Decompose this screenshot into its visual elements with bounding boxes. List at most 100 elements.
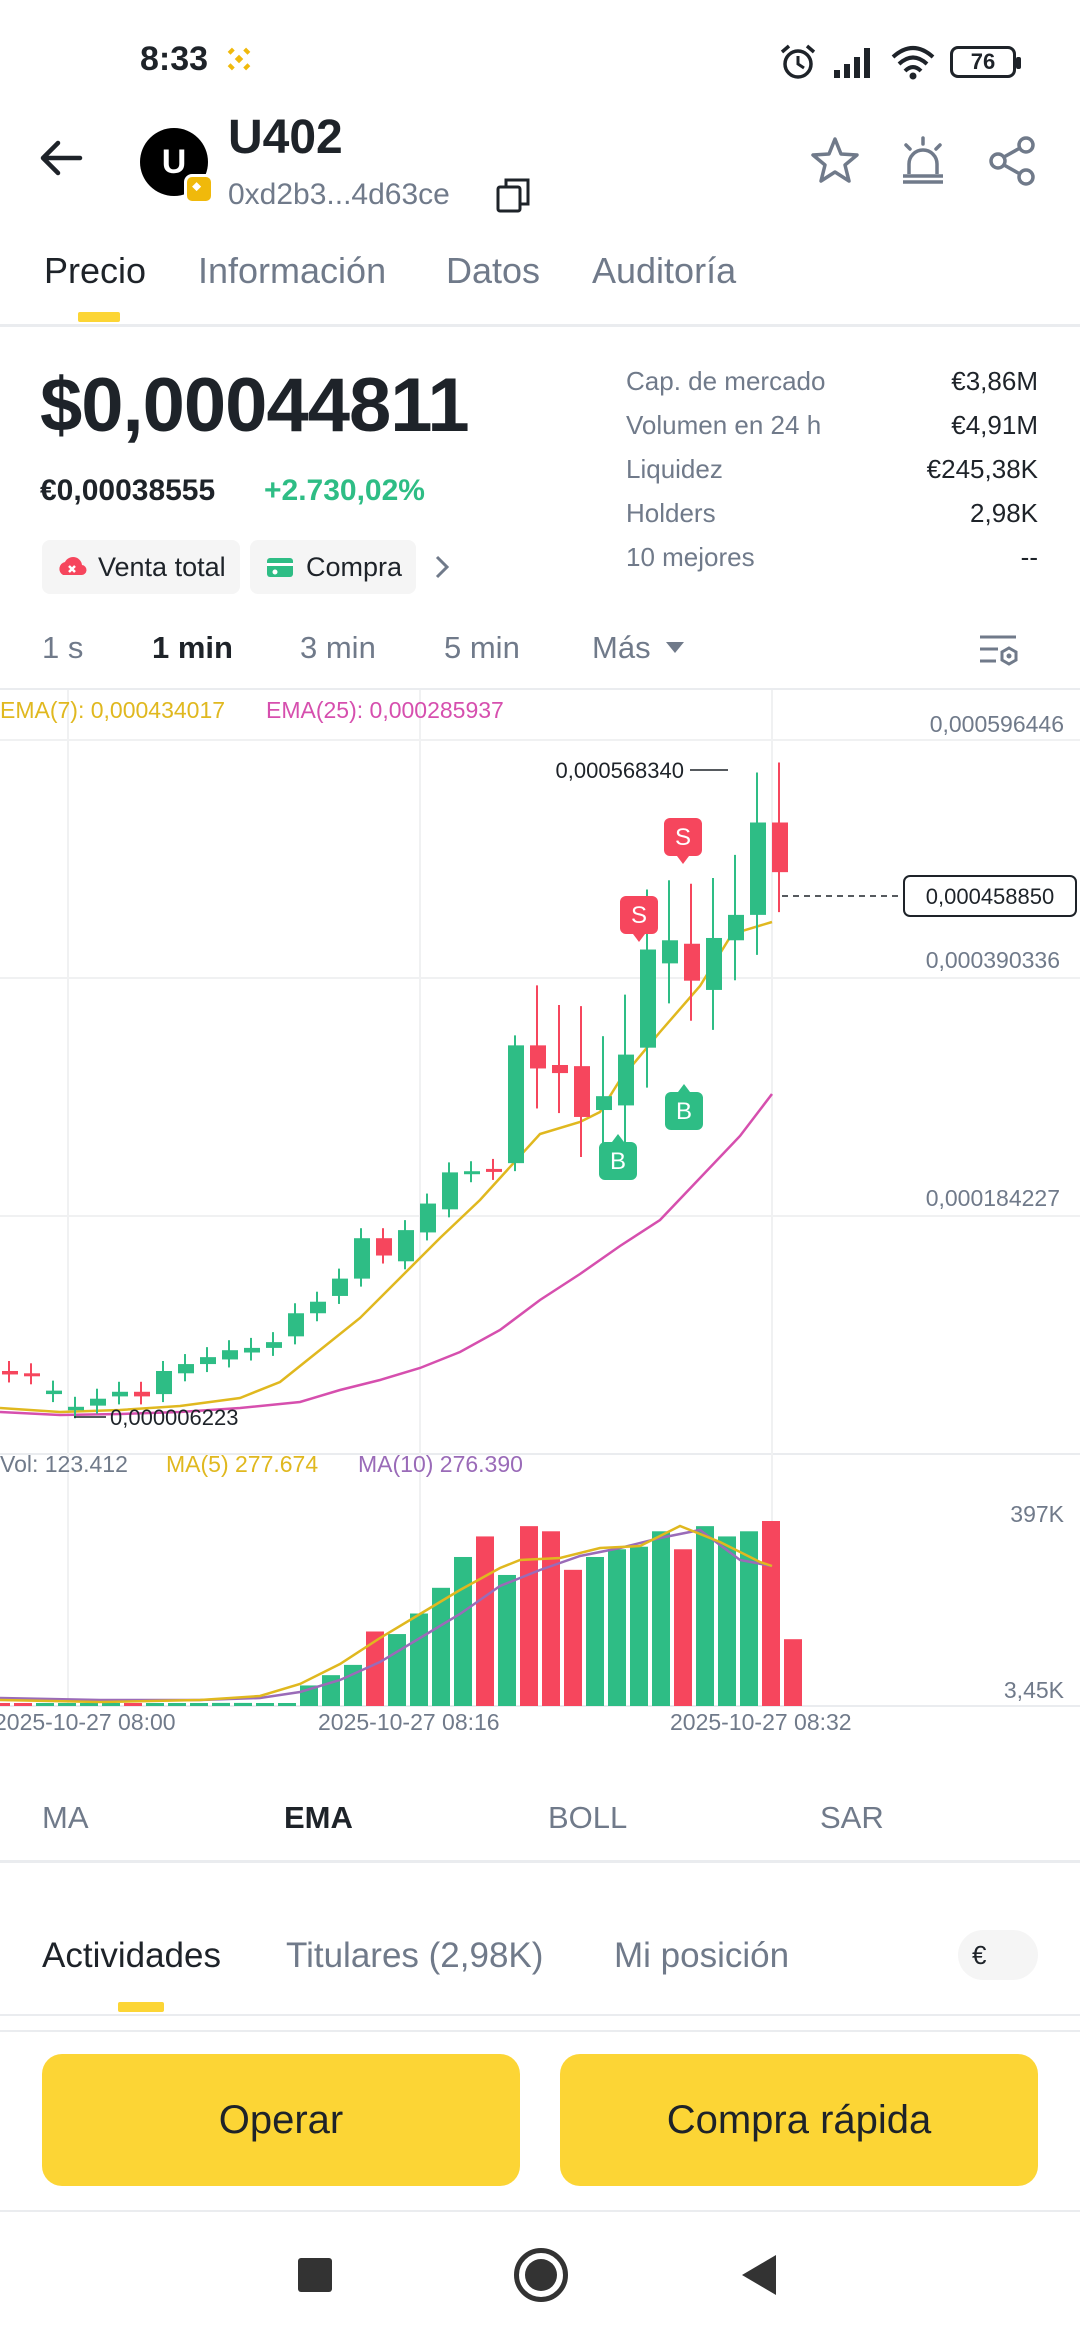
interval-1min[interactable]: 1 min	[152, 630, 233, 665]
favorite-star-icon[interactable]	[808, 134, 862, 188]
volume-bar	[14, 1703, 32, 1706]
candle	[178, 1364, 194, 1374]
volume-bar	[124, 1703, 142, 1706]
candle	[68, 1406, 84, 1411]
nav-back-icon[interactable]	[742, 2255, 776, 2295]
buy-marker-label: B	[610, 1148, 626, 1175]
alarm-icon	[780, 44, 816, 79]
volume-bar	[454, 1556, 472, 1706]
interval-divider	[0, 688, 1080, 690]
volume-bar	[388, 1634, 406, 1706]
indicator-ma[interactable]: MA	[42, 1800, 89, 1835]
interval-1s[interactable]: 1 s	[42, 630, 84, 665]
indicator-boll[interactable]: BOLL	[548, 1800, 628, 1835]
volume-bar	[212, 1702, 230, 1706]
time-axis-label: 2025-10-27 08:00	[0, 1709, 176, 1735]
price-axis-top: 0,000596446	[930, 711, 1064, 737]
volume-bar	[58, 1703, 76, 1706]
currency-toggle[interactable]: €	[958, 1930, 1038, 1980]
stat-holders-value: 2,98K	[970, 498, 1038, 528]
volume-bar	[498, 1574, 516, 1706]
interval-more-label: Más	[592, 630, 651, 665]
signal-icon	[834, 48, 870, 78]
price-alert-icon[interactable]	[896, 134, 950, 188]
back-arrow-icon[interactable]	[34, 130, 90, 186]
stat-market-cap-value: €3,86M	[951, 366, 1038, 396]
stat-market-cap-label: Cap. de mercado	[626, 366, 826, 396]
volume-bar	[146, 1703, 164, 1706]
share-icon[interactable]	[986, 134, 1040, 188]
price-change: +2.730,02%	[264, 474, 425, 507]
candle	[662, 940, 678, 964]
tab-information[interactable]: Información	[198, 250, 387, 291]
buy-marker-label: B	[676, 1098, 692, 1125]
price-chart[interactable]: EMA(7): 0,000434017 EMA(25): 0,000285937…	[0, 690, 1080, 1740]
candle	[156, 1370, 172, 1395]
indicator-ema[interactable]: EMA	[284, 1800, 353, 1835]
tab-data[interactable]: Datos	[446, 250, 541, 291]
sell-all-chip[interactable]: Venta total	[42, 540, 240, 594]
ma5-legend: MA(5) 277.674	[166, 1451, 318, 1477]
candle	[310, 1301, 326, 1314]
tab-holders[interactable]: Titulares (2,98K)	[286, 1936, 544, 1975]
interval-3min[interactable]: 3 min	[300, 630, 376, 665]
chevron-right-icon[interactable]	[428, 550, 456, 584]
candle	[24, 1373, 40, 1377]
price-axis-mid: 0,000390336	[926, 947, 1060, 973]
volume-bar	[0, 1703, 10, 1706]
interval-5min[interactable]: 5 min	[444, 630, 520, 665]
indicator-sar[interactable]: SAR	[820, 1800, 884, 1835]
time-axis-label: 2025-10-27 08:16	[318, 1709, 500, 1735]
ma10-legend: MA(10) 276.390	[358, 1451, 523, 1477]
candles	[2, 762, 788, 1419]
tab-my-position[interactable]: Mi posición	[614, 1936, 790, 1975]
volume-bar	[410, 1613, 428, 1706]
candle	[244, 1347, 260, 1353]
low-price-label: 0,000006223	[110, 1405, 238, 1430]
token-name: U402	[228, 111, 343, 164]
candle	[772, 822, 788, 873]
volume-bar	[784, 1639, 802, 1706]
buy-chip[interactable]: Compra	[250, 540, 417, 594]
trade-button[interactable]: Operar	[42, 2054, 520, 2186]
home-icon[interactable]	[514, 2248, 568, 2302]
candle	[222, 1350, 238, 1360]
candle	[332, 1278, 348, 1296]
sell-all-label: Venta total	[98, 551, 226, 582]
chart-settings-icon[interactable]	[976, 628, 1022, 674]
high-price-marker: 0,000568340	[556, 758, 728, 783]
volume-bar	[762, 1521, 780, 1706]
tab-audit[interactable]: Auditoría	[592, 250, 737, 291]
volume-bar	[432, 1587, 450, 1706]
candle	[134, 1391, 150, 1397]
sell-marker: S	[620, 896, 658, 942]
stat-top10-label: 10 mejores	[626, 542, 755, 572]
battery-indicator: 76	[950, 46, 1021, 78]
candle	[354, 1238, 370, 1279]
price-axis-low: 0,000184227	[926, 1185, 1060, 1211]
caret-down-icon	[665, 642, 684, 653]
recent-apps-icon[interactable]	[298, 2258, 332, 2292]
volume-bar	[36, 1703, 54, 1706]
stat-liquidity-value: €245,38K	[926, 454, 1038, 484]
candle	[288, 1313, 304, 1337]
quick-buy-button[interactable]: Compra rápida	[560, 2054, 1038, 2186]
volume-bar	[520, 1526, 538, 1706]
tab-price[interactable]: Precio	[44, 250, 147, 291]
volume-bar	[168, 1703, 186, 1706]
volume-bar	[608, 1549, 626, 1706]
ema25-line	[0, 1093, 773, 1417]
interval-more[interactable]: Más	[592, 630, 685, 666]
candle	[596, 1096, 612, 1111]
sell-marker-label: S	[631, 902, 647, 929]
indicator-divider	[0, 1860, 1080, 1863]
volume-bar	[80, 1703, 98, 1706]
tab-activities[interactable]: Actividades	[42, 1936, 221, 1975]
copy-icon[interactable]	[494, 176, 532, 214]
candle	[442, 1172, 458, 1210]
volume-bar	[564, 1569, 582, 1706]
token-initial: U	[161, 142, 187, 181]
stat-top10-value: --	[1020, 542, 1038, 572]
volume-bar	[278, 1703, 296, 1706]
stat-volume-value: €4,91M	[951, 410, 1038, 440]
